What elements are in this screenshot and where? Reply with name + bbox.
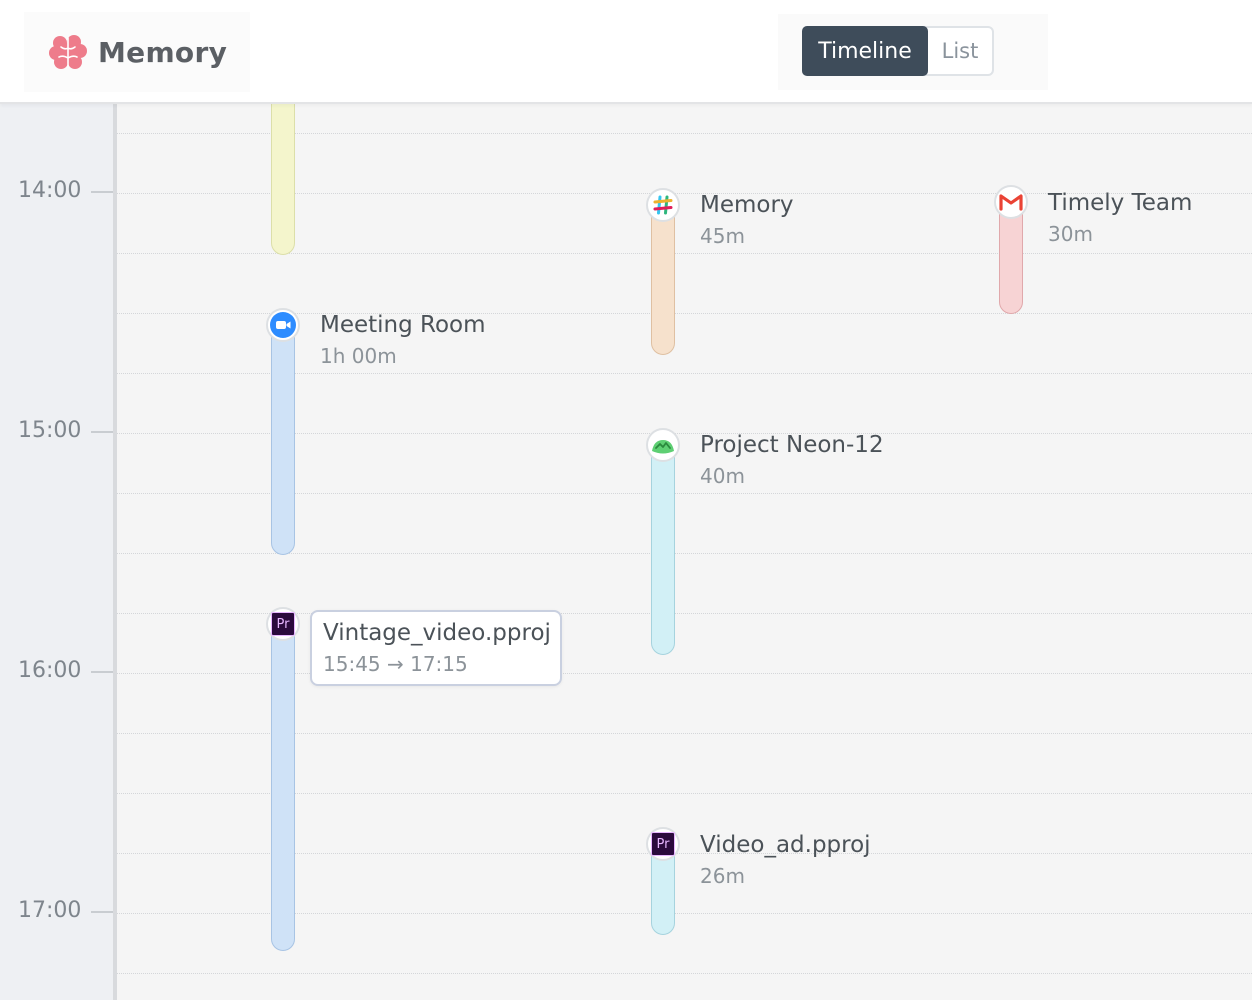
grid-line xyxy=(117,373,1252,374)
slack-app-icon xyxy=(646,188,680,222)
hour-label: 14:00 xyxy=(18,178,82,203)
view-switch-area: Timeline List xyxy=(778,14,1048,90)
slack-icon xyxy=(653,195,673,215)
gmail-app-icon xyxy=(994,185,1028,219)
premiere-icon: Pr xyxy=(651,832,675,856)
grid-line xyxy=(117,973,1252,974)
event-title: Vintage_video.pproj xyxy=(323,620,551,646)
event-title[interactable]: Timely Team xyxy=(1048,190,1193,216)
gmail-icon xyxy=(999,194,1023,211)
hour-label: 15:00 xyxy=(18,418,82,443)
activity-bar[interactable] xyxy=(271,320,295,555)
grid-line xyxy=(117,673,1252,674)
brain-icon xyxy=(49,35,87,69)
grid-line xyxy=(117,553,1252,554)
event-duration: 1h 00m xyxy=(320,344,397,368)
event-duration: 40m xyxy=(700,464,745,488)
event-title[interactable]: Project Neon-12 xyxy=(700,432,884,458)
grid-line xyxy=(117,853,1252,854)
zoom-icon xyxy=(270,312,296,338)
grid-line xyxy=(117,433,1252,434)
zoom-app-icon xyxy=(266,308,300,342)
app-header: Memory Timeline List xyxy=(0,0,1252,104)
time-rail xyxy=(0,104,117,1000)
premiere-app-icon: Pr xyxy=(266,607,300,641)
basecamp-app-icon xyxy=(646,428,680,462)
event-duration: 30m xyxy=(1048,222,1093,246)
grid-line xyxy=(117,793,1252,794)
grid-line xyxy=(117,733,1252,734)
grid-line xyxy=(117,193,1252,194)
event-duration: 26m xyxy=(700,864,745,888)
tab-timeline[interactable]: Timeline xyxy=(802,26,928,76)
brand-name: Memory xyxy=(98,35,228,69)
event-title[interactable]: Memory xyxy=(700,192,794,218)
hour-tick xyxy=(91,431,113,433)
activity-bar[interactable] xyxy=(271,616,295,951)
grid-line xyxy=(117,313,1252,314)
premiere-icon: Pr xyxy=(271,612,295,636)
grid-line xyxy=(117,253,1252,254)
view-switch: Timeline List xyxy=(802,26,994,76)
hour-tick xyxy=(91,191,113,193)
event-title[interactable]: Meeting Room xyxy=(320,312,486,338)
grid-line xyxy=(117,913,1252,914)
activity-bar[interactable] xyxy=(651,440,675,655)
hour-tick xyxy=(91,671,113,673)
basecamp-icon xyxy=(652,440,674,454)
tab-list[interactable]: List xyxy=(941,39,979,63)
brand[interactable]: Memory xyxy=(24,12,250,92)
grid-line xyxy=(117,493,1252,494)
activity-bar[interactable] xyxy=(271,90,295,255)
event-time-range: 15:45 → 17:15 xyxy=(323,652,468,676)
event-tooltip-card[interactable]: Vintage_video.pproj 15:45 → 17:15 xyxy=(310,610,562,686)
hour-label: 17:00 xyxy=(18,898,82,923)
grid-line xyxy=(117,133,1252,134)
hour-tick xyxy=(91,911,113,913)
hour-label: 16:00 xyxy=(18,658,82,683)
event-duration: 45m xyxy=(700,224,745,248)
activity-bar[interactable] xyxy=(651,200,675,355)
event-title[interactable]: Video_ad.pproj xyxy=(700,832,871,858)
premiere-app-icon: Pr xyxy=(646,827,680,861)
grid-line xyxy=(117,613,1252,614)
